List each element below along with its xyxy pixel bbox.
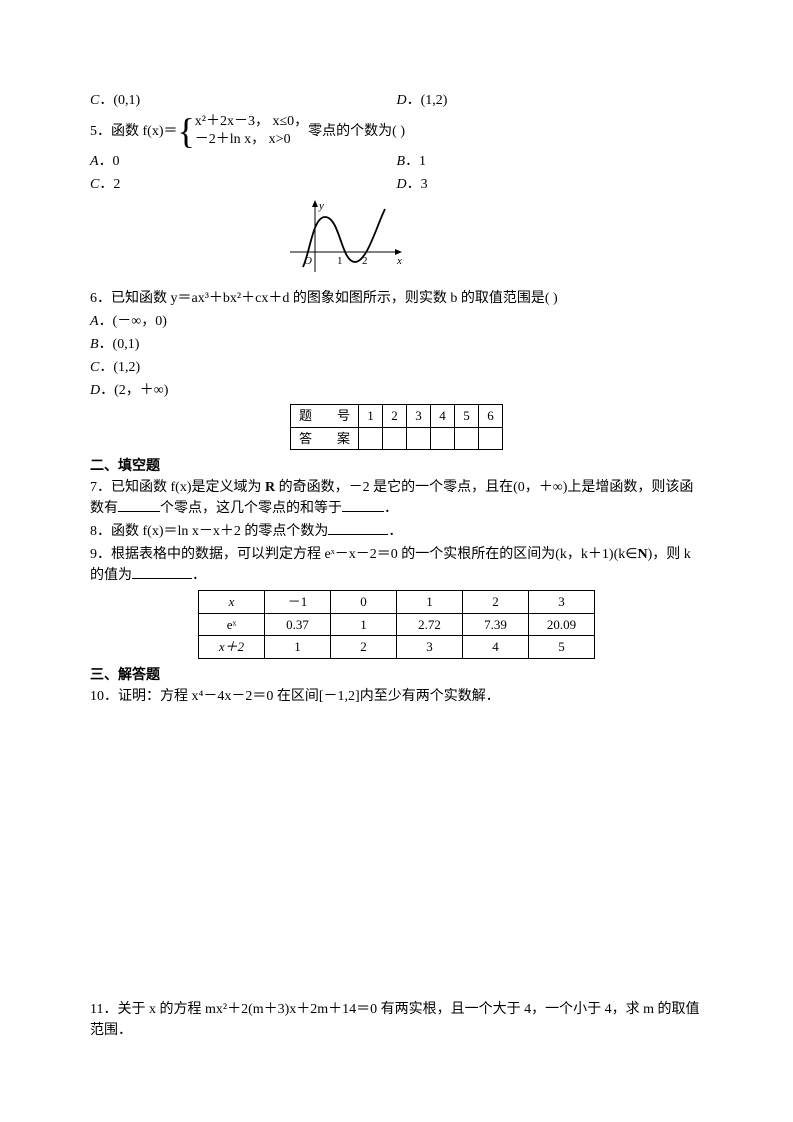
ans-cell-1 (359, 427, 383, 450)
svg-text:2: 2 (362, 255, 368, 267)
q7-t4: ． (384, 501, 398, 516)
section-2-heading: 二、填空题 (90, 456, 703, 477)
question-11: 11．关于 x 的方程 mx²＋2(m＋3)x＋2m＋14＝0 有两实根，且一个… (90, 999, 703, 1041)
q9-blank (132, 565, 192, 579)
ans-cell-4 (431, 427, 455, 450)
option-c-letter: C (90, 93, 99, 108)
answer-table-header: 题 号 1 2 3 4 5 6 (290, 405, 502, 428)
answer-table-alabel: 答 案 (290, 427, 358, 450)
data-table-row1: eˣ 0.37 1 2.72 7.39 20.09 (199, 613, 595, 636)
dt-r2-0: x＋2 (199, 636, 265, 659)
option-d-letter: D (397, 93, 407, 108)
dt-r1-5: 20.09 (529, 613, 595, 636)
question-7: 7．已知函数 f(x)是定义域为 R 的奇函数，－2 是它的一个零点，且在(0，… (90, 477, 703, 519)
q7-blank2 (342, 498, 384, 512)
dt-r2-5: 5 (529, 636, 595, 659)
q7-t3: 个零点，这几个零点的和等于 (160, 501, 342, 516)
q6-optB: B．(0,1) (90, 334, 703, 355)
q5-optA-l: A (90, 154, 99, 169)
dt-h2: 0 (331, 591, 397, 614)
dt-r1-4: 7.39 (463, 613, 529, 636)
cubic-curve-svg: y x O 1 2 (285, 197, 405, 277)
q8-blank (328, 521, 388, 535)
q8-t1: 8．函数 f(x)＝ln x－x＋2 的零点个数为 (90, 524, 328, 539)
dt-h0: x (199, 591, 265, 614)
dt-r2-2: 2 (331, 636, 397, 659)
dt-h4: 2 (463, 591, 529, 614)
ans-col-1: 1 (359, 405, 383, 428)
answer-table-qlabel: 题 号 (290, 405, 358, 428)
piecewise-brace: { (178, 113, 195, 149)
data-table: x －1 0 1 2 3 eˣ 0.37 1 2.72 7.39 20.09 x… (198, 590, 595, 659)
question-6-text: 6．已知函数 y＝ax³＋bx²＋cx＋d 的图象如图所示，则实数 b 的取值范… (90, 288, 703, 309)
page-content: C．(0,1) D．(1,2) 5．函数 f(x)＝ { x²＋2x－3， x≤… (0, 0, 793, 1103)
ans-cell-5 (455, 427, 479, 450)
q5-options-ab: A．0 B．1 (90, 151, 703, 172)
q5-optD-t: ．3 (407, 177, 428, 192)
question-5: 5．函数 f(x)＝ { x²＋2x－3， x≤0， －2＋ln x， x>0 … (90, 113, 703, 149)
q5-optC-t: ．2 (99, 177, 120, 192)
question-8: 8．函数 f(x)＝ln x－x＋2 的零点个数为 ． (90, 521, 703, 542)
svg-text:1: 1 (337, 255, 343, 267)
ans-col-3: 3 (407, 405, 431, 428)
option-d: D．(1,2) (397, 90, 704, 111)
q5-optB-l: B (397, 154, 406, 169)
ans-cell-3 (407, 427, 431, 450)
q5-optB-t: ．1 (405, 154, 426, 169)
answer-table: 题 号 1 2 3 4 5 6 答 案 (290, 404, 503, 450)
dt-h1: －1 (265, 591, 331, 614)
question-9: 9．根据表格中的数据，可以判定方程 eˣ－x－2＝0 的一个实根所在的区间为(k… (90, 544, 703, 586)
dt-h5: 3 (529, 591, 595, 614)
section-3-heading: 三、解答题 (90, 665, 703, 686)
q5-optA-t: ．0 (99, 154, 120, 169)
dt-h3: 1 (397, 591, 463, 614)
workspace-gap (90, 709, 703, 999)
q5-optD-l: D (397, 177, 407, 192)
svg-text:O: O (304, 255, 312, 267)
q9-N: N (637, 547, 647, 562)
q4-options-cd: C．(0,1) D．(1,2) (90, 90, 703, 111)
ans-cell-2 (383, 427, 407, 450)
question-10: 10．证明：方程 x⁴－4x－2＝0 在区间[－1,2]内至少有两个实数解． (90, 686, 703, 707)
q5-suffix: 零点的个数为( ) (308, 121, 405, 142)
q5-optC-l: C (90, 177, 99, 192)
ans-col-4: 4 (431, 405, 455, 428)
q8-t2: ． (388, 524, 402, 539)
option-c: C．(0,1) (90, 90, 397, 111)
ans-col-2: 2 (383, 405, 407, 428)
piecewise-row1: x²＋2x－3， x≤0， (195, 113, 308, 131)
dt-r2-4: 4 (463, 636, 529, 659)
ans-col-6: 6 (479, 405, 503, 428)
ans-col-5: 5 (455, 405, 479, 428)
data-table-header: x －1 0 1 2 3 (199, 591, 595, 614)
ans-cell-6 (479, 427, 503, 450)
dt-r2-3: 3 (397, 636, 463, 659)
svg-text:x: x (396, 255, 402, 267)
q7-t1: 7．已知函数 f(x)是定义域为 (90, 480, 265, 495)
dt-r1-2: 1 (331, 613, 397, 636)
q9-t3: ． (192, 568, 206, 583)
q5-prefix: 5．函数 f(x)＝ (90, 121, 178, 142)
option-d-text: ．(1,2) (407, 93, 448, 108)
piecewise-row2: －2＋ln x， x>0 (195, 132, 291, 147)
svg-text:y: y (318, 200, 324, 212)
q7-R: R (265, 480, 275, 495)
option-c-text: ．(0,1) (99, 93, 140, 108)
q6-optD: D．(2，＋∞) (90, 380, 703, 401)
piecewise-body: x²＋2x－3， x≤0， －2＋ln x， x>0 (195, 113, 308, 149)
dt-r1-3: 2.72 (397, 613, 463, 636)
q5-options-cd: C．2 D．3 (90, 174, 703, 195)
data-table-row2: x＋2 1 2 3 4 5 (199, 636, 595, 659)
q9-t1: 9．根据表格中的数据，可以判定方程 eˣ－x－2＝0 的一个实根所在的区间为(k… (90, 547, 637, 562)
dt-r2-1: 1 (265, 636, 331, 659)
q6-optC: C．(1,2) (90, 357, 703, 378)
q6-graph: y x O 1 2 (90, 197, 703, 284)
dt-r1-1: 0.37 (265, 613, 331, 636)
answer-table-row: 答 案 (290, 427, 502, 450)
q6-optA: AA．(－∞，0)．(－∞，0) (90, 311, 703, 332)
q7-blank1 (118, 498, 160, 512)
dt-r1-0: eˣ (199, 613, 265, 636)
